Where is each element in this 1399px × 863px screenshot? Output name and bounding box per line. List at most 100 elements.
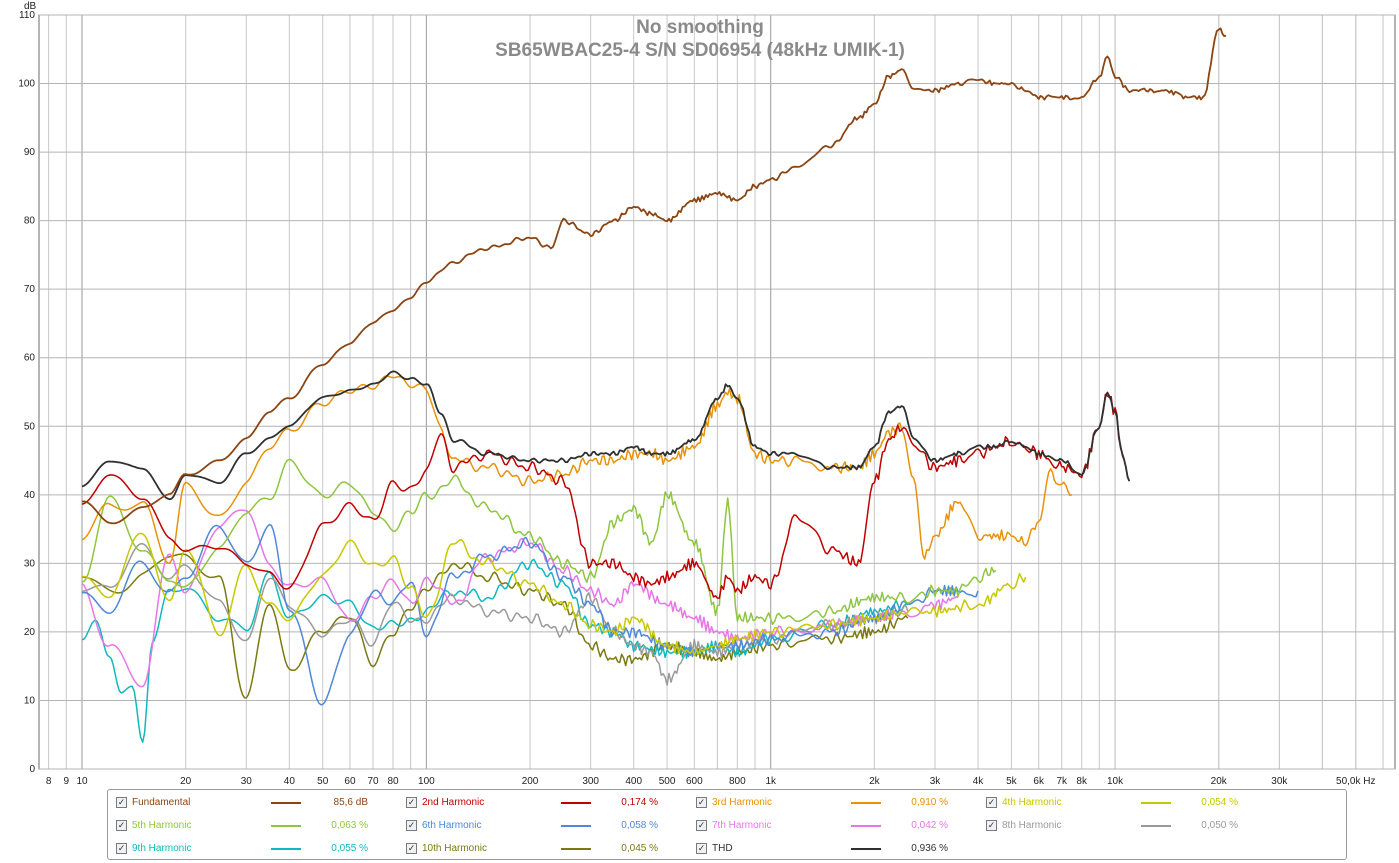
series-line-3rd-harmonic <box>81 375 1073 564</box>
x-tick-label: 100 <box>418 776 435 787</box>
y-tick-label: 40 <box>24 490 36 501</box>
x-tick-label: 800 <box>729 776 746 787</box>
x-tick-label: 70 <box>367 776 379 787</box>
series-layer <box>81 27 1227 743</box>
legend-series-name: 5th Harmonic <box>132 820 192 831</box>
legend-series-value: 0,045 % <box>621 843 658 854</box>
legend-swatch <box>561 848 591 850</box>
legend-series-value: 0,050 % <box>1201 820 1238 831</box>
legend-series-name: Fundamental <box>132 797 191 808</box>
y-tick-label: 30 <box>24 558 36 569</box>
legend-series-name: 4th Harmonic <box>1002 797 1062 808</box>
x-tick-label: 3k <box>930 776 942 787</box>
legend-swatch <box>271 802 301 804</box>
y-tick-label: 0 <box>29 764 35 775</box>
y-tick-label: 20 <box>24 627 36 638</box>
series-line-fundamental <box>81 27 1227 525</box>
x-tick-label: 4k <box>973 776 985 787</box>
y-tick-label: 60 <box>24 353 36 364</box>
y-tick-label: 50 <box>24 421 36 432</box>
x-tick-label: 200 <box>522 776 539 787</box>
chart-title: No smoothing <box>636 17 764 38</box>
y-axis-unit: dB <box>24 1 37 12</box>
x-tick-label: 10 <box>76 776 88 787</box>
grid-lines <box>39 14 1395 770</box>
chart-plot: 0 10 20 30 40 50 60 70 80 90 100 110 8 9 10 20 30 40 50 60 7… <box>18 1 1396 787</box>
series-line-9th-harmonic <box>81 558 909 743</box>
y-tick-label: 10 <box>24 695 36 706</box>
series-line-7th-harmonic <box>81 509 959 688</box>
legend: ✓ Fundamental 85,6 dB ✓ 2nd Harmonic 0,174 % ✓… <box>107 789 1347 860</box>
legend-checkbox[interactable]: ✓ <box>696 820 707 831</box>
legend-swatch <box>271 825 301 827</box>
x-tick-label: 80 <box>387 776 399 787</box>
series-line-5th-harmonic <box>81 458 997 626</box>
legend-series-value: 0,054 % <box>1201 797 1238 808</box>
legend-item: ✓ 4th Harmonic 0,054 % <box>978 792 1268 814</box>
legend-item: ✓ 8th Harmonic 0,050 % <box>978 815 1268 837</box>
legend-checkbox[interactable]: ✓ <box>406 797 417 808</box>
legend-series-value: 0,042 % <box>911 820 948 831</box>
legend-item: ✓ 2nd Harmonic 0,174 % <box>398 792 688 814</box>
chart-subtitle: SB65WBAC25-4 S/N SD06954 (48kHz UMIK-1) <box>495 40 905 61</box>
legend-checkbox[interactable]: ✓ <box>116 820 127 831</box>
legend-checkbox[interactable]: ✓ <box>986 797 997 808</box>
legend-series-value: 85,6 dB <box>333 797 368 808</box>
legend-checkbox[interactable]: ✓ <box>116 843 127 854</box>
x-tick-label: 600 <box>686 776 703 787</box>
y-tick-label: 90 <box>24 147 36 158</box>
legend-swatch <box>1141 825 1171 827</box>
x-tick-label: 5k <box>1006 776 1018 787</box>
legend-series-value: 0,058 % <box>621 820 658 831</box>
y-tick-label: 110 <box>19 10 35 21</box>
x-tick-label: 60 <box>344 776 356 787</box>
legend-swatch <box>851 848 881 850</box>
y-tick-label: 100 <box>18 79 35 90</box>
legend-series-name: 3rd Harmonic <box>712 797 773 808</box>
legend-item: ✓ 7th Harmonic 0,042 % <box>688 815 978 837</box>
legend-item: ✓ 9th Harmonic 0,055 % <box>108 838 398 860</box>
legend-checkbox[interactable]: ✓ <box>116 797 127 808</box>
series-line-4th-harmonic <box>81 532 1027 657</box>
legend-series-name: 2nd Harmonic <box>422 797 485 808</box>
legend-series-value: 0,910 % <box>911 797 948 808</box>
legend-checkbox[interactable]: ✓ <box>696 843 707 854</box>
x-tick-label: 10k <box>1107 776 1124 787</box>
legend-series-name: 8th Harmonic <box>1002 820 1062 831</box>
x-tick-label: 30 <box>241 776 253 787</box>
x-tick-label: 1k <box>765 776 777 787</box>
legend-swatch <box>851 825 881 827</box>
legend-series-value: 0,174 % <box>621 797 658 808</box>
x-tick-label: 30k <box>1271 776 1288 787</box>
legend-series-name: THD <box>712 843 733 854</box>
x-tick-label: 7k <box>1056 776 1068 787</box>
x-tick-label: 9 <box>63 776 69 787</box>
x-tick-label: 500 <box>659 776 676 787</box>
legend-series-name: 9th Harmonic <box>132 843 192 854</box>
x-tick-label: 6k <box>1033 776 1045 787</box>
legend-item: ✓ 3rd Harmonic 0,910 % <box>688 792 978 814</box>
x-tick-label: 2k <box>869 776 881 787</box>
legend-checkbox[interactable]: ✓ <box>986 820 997 831</box>
legend-checkbox[interactable]: ✓ <box>406 820 417 831</box>
legend-series-name: 6th Harmonic <box>422 820 482 831</box>
series-line-thd <box>81 370 1131 501</box>
series-line-2nd-harmonic <box>81 393 1130 599</box>
legend-item: ✓ THD 0,936 % <box>688 838 978 860</box>
legend-series-value: 0,055 % <box>331 843 368 854</box>
x-tick-label: 20 <box>180 776 192 787</box>
legend-checkbox[interactable]: ✓ <box>406 843 417 854</box>
series-line-6th-harmonic <box>81 523 979 706</box>
legend-series-value: 0,936 % <box>911 843 948 854</box>
axis-labels: 0 10 20 30 40 50 60 70 80 90 100 110 8 9 10 20 30 40 50 60 7… <box>18 10 1375 787</box>
x-tick-label: 8k <box>1076 776 1088 787</box>
legend-series-value: 0,063 % <box>331 820 368 831</box>
legend-checkbox[interactable]: ✓ <box>696 797 707 808</box>
x-tick-label: 8 <box>46 776 52 787</box>
x-tick-label: 300 <box>582 776 599 787</box>
y-tick-label: 80 <box>24 216 36 227</box>
x-tick-label: 20k <box>1211 776 1228 787</box>
legend-swatch <box>851 802 881 804</box>
legend-item: ✓ 10th Harmonic 0,045 % <box>398 838 688 860</box>
x-tick-label: 50 <box>317 776 329 787</box>
